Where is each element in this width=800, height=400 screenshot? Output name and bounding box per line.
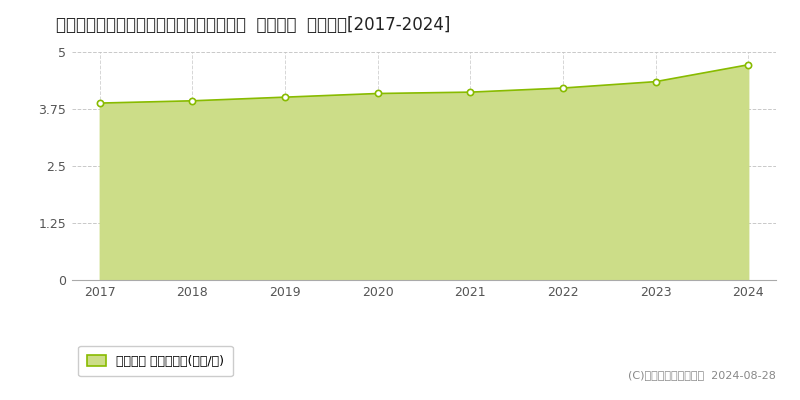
Legend: 地価公示 平均坪単価(万円/坪): 地価公示 平均坪単価(万円/坪)	[78, 346, 233, 376]
Text: 鳥取県米子市西福原７丁目１０６２番１外  地価公示  地価推移[2017-2024]: 鳥取県米子市西福原７丁目１０６２番１外 地価公示 地価推移[2017-2024]	[56, 16, 450, 34]
Text: (C)土地価格ドットコム  2024-08-28: (C)土地価格ドットコム 2024-08-28	[628, 370, 776, 380]
